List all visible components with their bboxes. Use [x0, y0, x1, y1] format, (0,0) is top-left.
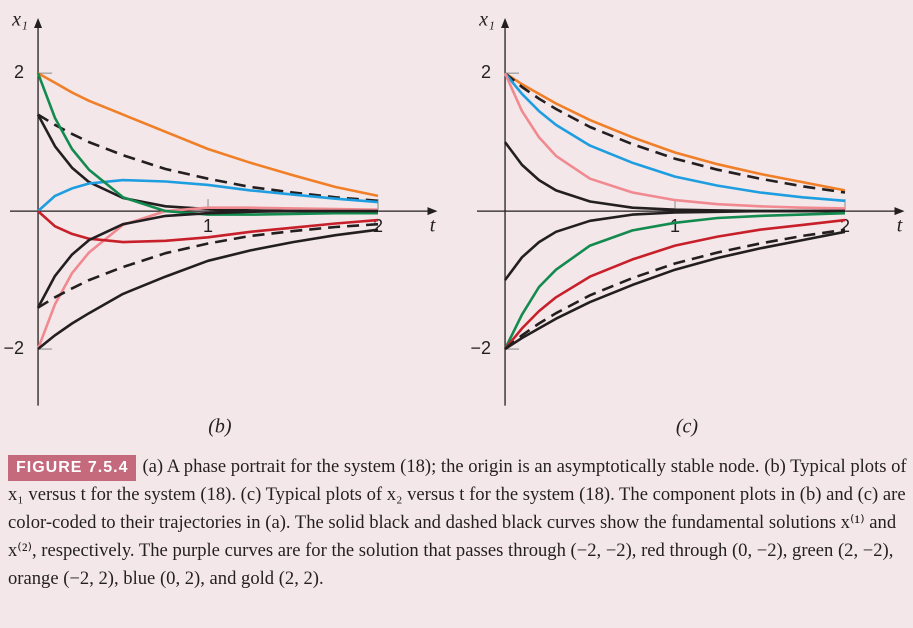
- y-tick-label: −2: [4, 338, 25, 358]
- x-axis-arrow: [894, 207, 905, 216]
- y-tick-label: 2: [14, 62, 24, 82]
- series-line: [503, 209, 845, 281]
- y-axis-arrow: [501, 18, 510, 28]
- y-tick-label: 2: [481, 62, 491, 82]
- x-tick-label: 2: [373, 216, 383, 236]
- x-tick-label: 2: [840, 216, 850, 236]
- x-axis-label: t: [897, 215, 903, 237]
- x-tick-label: 1: [203, 216, 213, 236]
- series-line: [37, 228, 379, 351]
- series-line: [503, 72, 846, 203]
- caption: FIGURE 7.5.4 (a) A phase portrait for the…: [8, 453, 908, 593]
- series-line: [37, 178, 379, 213]
- series-line: [37, 72, 379, 198]
- series-line: [504, 72, 846, 192]
- series-line: [504, 230, 846, 351]
- series-line: [36, 72, 378, 216]
- charts: 1 2 2 −2 t x₁ (b) 1 2 2 −2 t x₁ (c): [4, 9, 905, 438]
- series-line: [504, 72, 846, 194]
- y-tick-label: −2: [471, 338, 492, 358]
- x-tick-label: 1: [670, 216, 680, 236]
- series-line: [503, 72, 846, 210]
- series-line: [37, 113, 379, 203]
- y-axis-arrow: [34, 18, 43, 28]
- panel-label: (c): [676, 416, 699, 438]
- series-line: [37, 222, 379, 309]
- x-axis-arrow: [427, 207, 438, 216]
- x-axis-label: t: [430, 215, 436, 237]
- series-line: [36, 209, 378, 309]
- series-line: [504, 228, 846, 351]
- y-axis-label: x₁: [11, 9, 28, 31]
- series-line: [37, 210, 379, 244]
- y-axis-label: x₁: [478, 9, 495, 31]
- panel-label: (b): [208, 416, 232, 438]
- caption-text: (a) A phase portrait for the system (18)…: [8, 456, 907, 589]
- figure-badge: FIGURE 7.5.4: [8, 455, 137, 481]
- series-line: [503, 218, 846, 350]
- series-line: [503, 211, 846, 350]
